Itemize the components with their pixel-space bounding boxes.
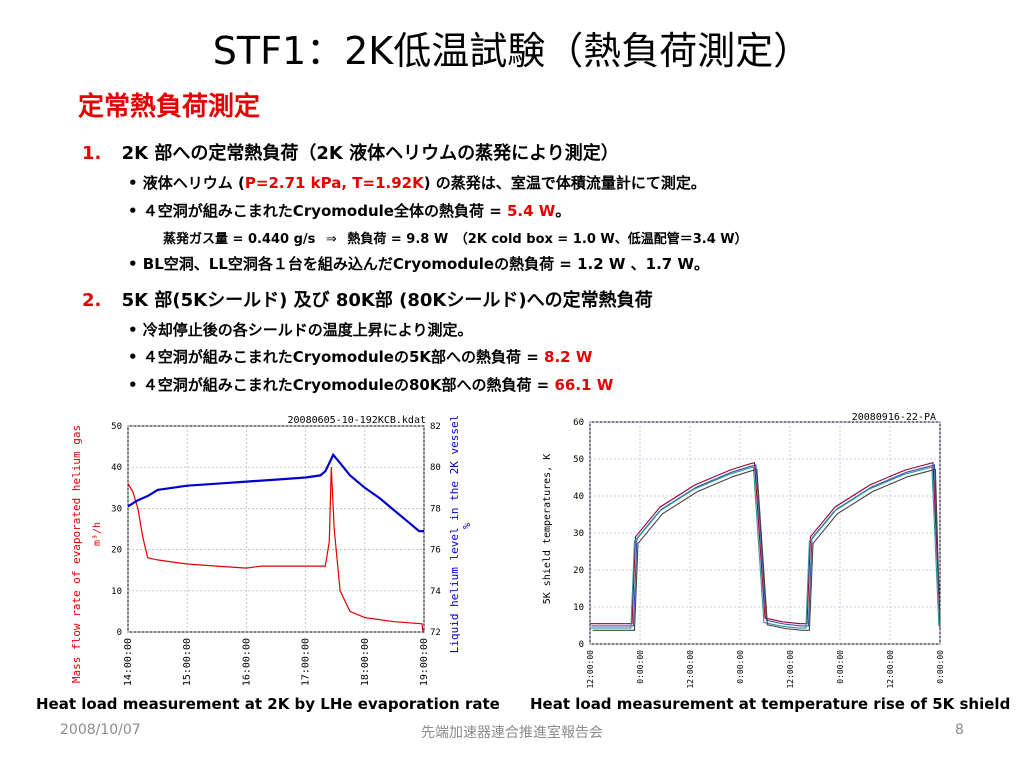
- footer-date: 2008/10/07: [60, 722, 141, 738]
- chart-2-ytick-label: 40: [573, 492, 584, 502]
- chart-1-y2tick-label: 80: [430, 463, 441, 473]
- chart-2-ytick-label: 30: [573, 529, 584, 539]
- item-1-bullet-1-value: P=2.71 kPa, T=1.92K: [244, 174, 424, 192]
- chart-1-y2tick-label: 76: [430, 546, 441, 556]
- chart-1-y2label: Liquid helium level in the 2K vessel: [448, 415, 461, 653]
- footer-center: 先端加速器連合推進室報告会: [421, 725, 603, 741]
- chart-2-title: 20080916-22-PA: [852, 412, 936, 423]
- chart-2-xtick-label: 0:00:00: [736, 650, 745, 684]
- item-2-text: 5K 部(5Kシールド) 及び 80K部 (80Kシールド)への定常熱負荷: [121, 290, 653, 311]
- item-1-bullet-2-post: 。: [555, 202, 571, 220]
- chart-1-ytick-label: 0: [117, 628, 122, 638]
- chart-2-ytick-label: 50: [573, 455, 584, 465]
- chart-1-ytick-label: 30: [111, 504, 122, 514]
- item-1-bullet-2-pre: • ４空洞が組みこまれたCryomodule全体の熱負荷 =: [128, 202, 507, 220]
- item-2-bullet-3-value: 66.1 W: [554, 376, 614, 394]
- chart-2-ytick-label: 0: [579, 640, 584, 650]
- chart-1-xtick-label: 15:00:00: [182, 638, 193, 686]
- item-2-bullet-3-pre: • ４空洞が組みこまれたCryomoduleの80K部への熱負荷 =: [128, 376, 555, 394]
- item-1-subline: 蒸発ガス量 = 0.440 g/s ⇒ 熱負荷 = 9.8 W （2K cold…: [163, 228, 748, 247]
- item-2-bullet-2-pre: • ４空洞が組みこまれたCryomoduleの5K部への熱負荷 =: [128, 348, 545, 366]
- chart-1-xtick-label: 17:00:00: [301, 638, 312, 686]
- chart-1-ytick-label: 10: [111, 587, 122, 597]
- item-1-text: 2K 部への定常熱負荷（2K 液体ヘリウムの蒸発により測定）: [121, 143, 619, 164]
- chart-1-series-flow-rate: [127, 467, 424, 633]
- slide-title: STF1：2K低温試験（熱負荷測定）: [212, 29, 812, 73]
- chart-1-y2tick-label: 78: [430, 504, 441, 514]
- item-2-bullet-3: • ４空洞が組みこまれたCryomoduleの80K部への熱負荷 = 66.1 …: [128, 374, 613, 395]
- caption-left: Heat load measurement at 2K by LHe evapo…: [36, 695, 500, 713]
- footer-page-number: 8: [955, 722, 964, 738]
- chart-1-title: 20080605-10-192KCB.kdat: [288, 415, 426, 426]
- chart-2-ytick-label: 20: [573, 566, 584, 576]
- chart-1-y2tick-label: 74: [430, 587, 441, 597]
- chart-2-ylabel: 5K shield temperatures, K: [542, 454, 553, 605]
- chart-1-ytick-label: 40: [111, 463, 122, 473]
- item-1-subline-right: 熱負荷 = 9.8 W （2K cold box = 1.0 W、低温配管＝3.…: [347, 232, 748, 247]
- chart-1-y2tick-label: 72: [430, 628, 441, 638]
- item-1: 1. 2K 部への定常熱負荷（2K 液体ヘリウムの蒸発により測定）: [82, 139, 619, 165]
- chart-1-ylabel: Mass flow rate of evaporated helium gas: [70, 425, 83, 683]
- chart-2-ytick-label: 10: [573, 603, 584, 613]
- chart-2-xtick-label: 12:00:00: [586, 650, 595, 689]
- item-1-bullet-1-pre: • 液体ヘリウム (: [128, 174, 245, 192]
- chart-2-xtick-label: 0:00:00: [936, 650, 945, 684]
- item-1-number: 1.: [82, 143, 102, 164]
- item-1-bullet-2-value: 5.4 W: [506, 202, 556, 220]
- implies-arrow-icon: ⇒: [325, 232, 337, 247]
- chart-2-xtick-label: 12:00:00: [886, 650, 895, 689]
- chart-1-ytick-label: 20: [111, 546, 122, 556]
- item-2: 2. 5K 部(5Kシールド) 及び 80K部 (80Kシールド)への定常熱負荷: [82, 286, 653, 312]
- item-1-bullet-1: • 液体ヘリウム (P=2.71 kPa, T=1.92K) の蒸発は、室温で体…: [128, 172, 706, 193]
- chart-2-xtick-label: 0:00:00: [836, 650, 845, 684]
- item-1-bullet-2: • ４空洞が組みこまれたCryomodule全体の熱負荷 = 5.4 W。: [128, 200, 570, 221]
- chart-1-xtick-label: 18:00:00: [360, 638, 371, 686]
- chart-1-y2tick-label: 82: [430, 422, 441, 432]
- chart-2-series-shield-temperature: [592, 468, 941, 631]
- section-heading: 定常熱負荷測定: [78, 92, 261, 122]
- chart-1-y2label-unit: %: [462, 523, 473, 529]
- chart-2-xtick-label: 12:00:00: [786, 650, 795, 689]
- chart-1-xtick-label: 19:00:00: [419, 638, 430, 686]
- item-1-subline-left: 蒸発ガス量 = 0.440 g/s: [163, 232, 316, 247]
- chart-1-ylabel-unit: m³/h: [92, 522, 103, 546]
- chart-2-series-shield-temperature: [590, 466, 940, 629]
- chart-5k-shield: 20080916-22-PA 5K shield temperatures, K…: [542, 412, 945, 689]
- item-1-bullet-1-post: ) の蒸発は、室温で体積流量計にて測定。: [423, 174, 706, 192]
- chart-1-xtick-label: 14:00:00: [123, 638, 134, 686]
- chart-1-series-helium-level: [127, 452, 424, 533]
- chart-2k-evaporation: 20080605-10-192KCB.kdat Mass flow rate o…: [70, 415, 473, 686]
- item-2-bullet-1: • 冷却停止後の各シールドの温度上昇により測定。: [128, 321, 473, 339]
- item-2-bullet-2: • ４空洞が組みこまれたCryomoduleの5K部への熱負荷 = 8.2 W: [128, 346, 592, 367]
- chart-1-ytick-label: 50: [111, 422, 122, 432]
- chart-2-xtick-label: 0:00:00: [636, 650, 645, 684]
- item-2-number: 2.: [82, 290, 102, 311]
- caption-right: Heat load measurement at temperature ris…: [530, 695, 1011, 713]
- chart-1-xtick-label: 16:00:00: [241, 638, 252, 686]
- chart-2-xtick-label: 12:00:00: [686, 650, 695, 689]
- item-2-bullet-2-value: 8.2 W: [544, 348, 593, 366]
- chart-2-series-shield-temperature: [590, 461, 941, 625]
- item-1-bullet-3: • BL空洞、LL空洞各１台を組み込んだCryomoduleの熱負荷 = 1.2…: [128, 255, 709, 273]
- chart-2-ytick-label: 60: [573, 418, 584, 428]
- chart-1-frame: [127, 425, 425, 633]
- chart-2-series-shield-temperature: [591, 464, 941, 627]
